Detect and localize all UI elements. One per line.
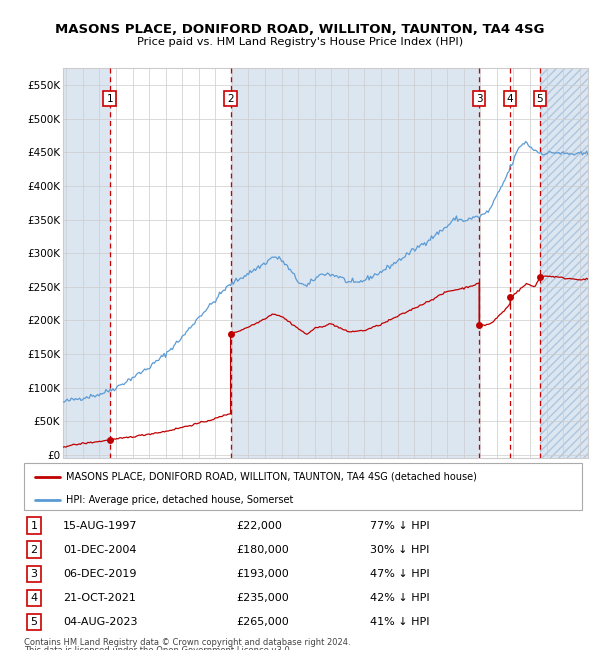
Text: 2: 2 [227,94,234,103]
Text: £22,000: £22,000 [236,521,282,530]
Text: 3: 3 [31,569,38,578]
Text: 30% ↓ HPI: 30% ↓ HPI [370,545,430,554]
Text: 01-DEC-2004: 01-DEC-2004 [63,545,137,554]
Text: This data is licensed under the Open Government Licence v3.0.: This data is licensed under the Open Gov… [24,646,292,650]
Text: 3: 3 [476,94,482,103]
Text: £193,000: £193,000 [236,569,289,578]
Text: £235,000: £235,000 [236,593,289,603]
Bar [540,68,588,458]
Text: 1: 1 [106,94,113,103]
Text: 41% ↓ HPI: 41% ↓ HPI [370,617,430,627]
Text: 21-OCT-2021: 21-OCT-2021 [63,593,136,603]
Text: MASONS PLACE, DONIFORD ROAD, WILLITON, TAUNTON, TA4 4SG: MASONS PLACE, DONIFORD ROAD, WILLITON, T… [55,23,545,36]
Text: 47% ↓ HPI: 47% ↓ HPI [370,569,430,578]
Text: 42% ↓ HPI: 42% ↓ HPI [370,593,430,603]
Text: 1: 1 [31,521,38,530]
Text: £180,000: £180,000 [236,545,289,554]
Text: 77% ↓ HPI: 77% ↓ HPI [370,521,430,530]
Bar [230,68,479,458]
Text: 4: 4 [31,593,38,603]
Text: HPI: Average price, detached house, Somerset: HPI: Average price, detached house, Some… [66,495,293,505]
Text: 5: 5 [536,94,543,103]
Bar [540,68,588,458]
Text: 15-AUG-1997: 15-AUG-1997 [63,521,137,530]
Bar [63,68,110,458]
Text: 4: 4 [507,94,514,103]
FancyBboxPatch shape [24,463,582,510]
Text: 04-AUG-2023: 04-AUG-2023 [63,617,137,627]
Text: Price paid vs. HM Land Registry's House Price Index (HPI): Price paid vs. HM Land Registry's House … [137,37,463,47]
Text: Contains HM Land Registry data © Crown copyright and database right 2024.: Contains HM Land Registry data © Crown c… [24,638,350,647]
Text: 06-DEC-2019: 06-DEC-2019 [63,569,137,578]
Text: 2: 2 [31,545,38,554]
Text: £265,000: £265,000 [236,617,289,627]
Text: MASONS PLACE, DONIFORD ROAD, WILLITON, TAUNTON, TA4 4SG (detached house): MASONS PLACE, DONIFORD ROAD, WILLITON, T… [66,471,477,482]
Text: 5: 5 [31,617,38,627]
